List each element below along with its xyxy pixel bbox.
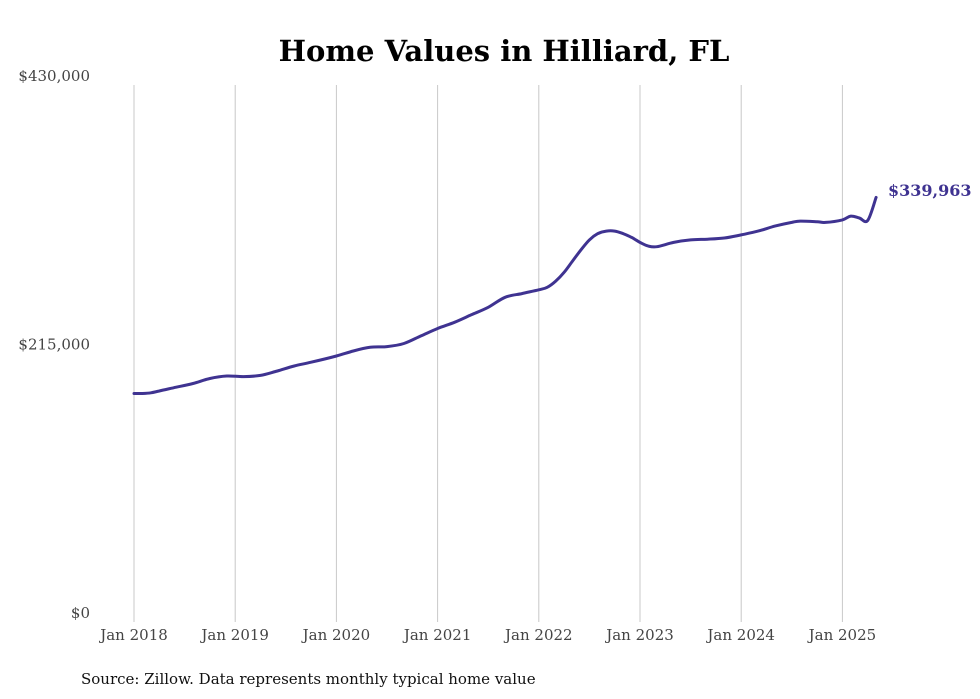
x-tick-label: Jan 2023 <box>604 626 674 644</box>
x-tick-label: Jan 2024 <box>705 626 775 644</box>
x-axis-ticks: Jan 2018 Jan 2019 Jan 2020 Jan 2021 Jan 2022… <box>98 626 876 644</box>
home-value-line <box>132 195 878 396</box>
y-axis-ticks: $0 $215,000 $430,000 <box>18 67 90 622</box>
y-tick-label: $215,000 <box>18 336 90 354</box>
source-note: Source: Zillow. Data represents monthly … <box>81 670 536 688</box>
x-tick-label: Jan 2021 <box>402 626 472 644</box>
end-value-label: $339,963 <box>888 181 972 200</box>
y-tick-label: $430,000 <box>18 67 90 85</box>
y-tick-label: $0 <box>71 604 90 622</box>
x-tick-label: Jan 2020 <box>301 626 371 644</box>
gridlines <box>133 85 843 622</box>
x-tick-label: Jan 2025 <box>807 626 877 644</box>
x-tick-label: Jan 2019 <box>199 626 269 644</box>
chart-title: Home Values in Hilliard, FL <box>279 34 730 68</box>
x-tick-label: Jan 2018 <box>98 626 168 644</box>
x-tick-label: Jan 2022 <box>503 626 573 644</box>
